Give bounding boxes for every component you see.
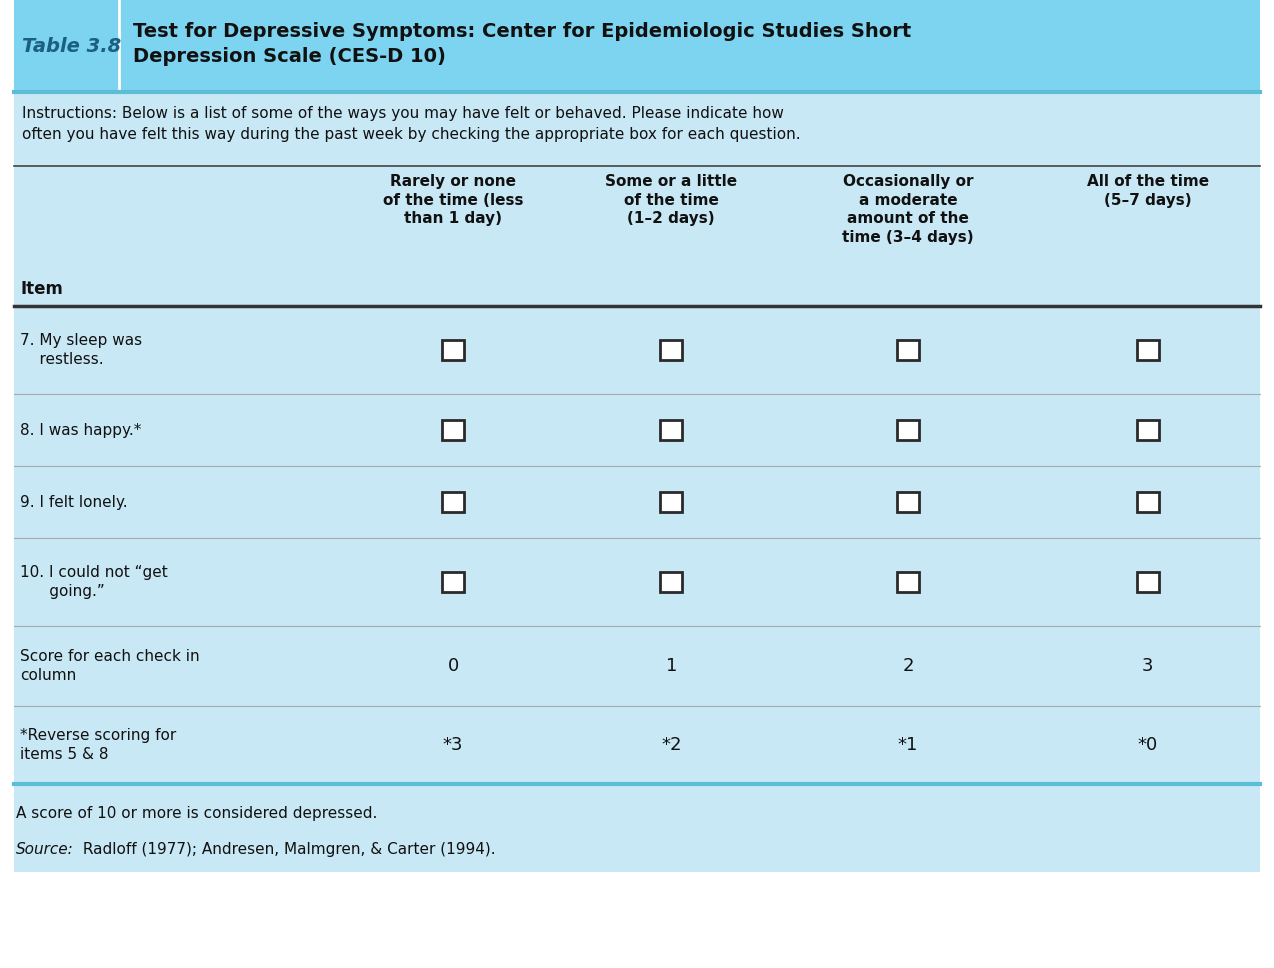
Text: Table 3.8: Table 3.8 <box>22 37 121 55</box>
Text: 9. I felt lonely.: 9. I felt lonely. <box>20 495 127 509</box>
Text: Item: Item <box>20 280 62 298</box>
Text: Score for each check in
column: Score for each check in column <box>20 649 200 683</box>
Bar <box>1136 340 1159 360</box>
Text: *0: *0 <box>1138 736 1158 754</box>
Text: Instructions: Below is a list of some of the ways you may have felt or behaved. : Instructions: Below is a list of some of… <box>22 106 800 142</box>
Text: 1: 1 <box>665 657 676 675</box>
Bar <box>897 572 919 592</box>
Text: Source:: Source: <box>17 842 74 857</box>
Text: *Reverse scoring for
items 5 & 8: *Reverse scoring for items 5 & 8 <box>20 728 176 763</box>
Text: 10. I could not “get
      going.”: 10. I could not “get going.” <box>20 564 168 599</box>
Bar <box>442 340 464 360</box>
Text: All of the time
(5–7 days): All of the time (5–7 days) <box>1087 174 1209 207</box>
Bar <box>442 420 464 440</box>
Bar <box>442 572 464 592</box>
Text: A score of 10 or more is considered depressed.: A score of 10 or more is considered depr… <box>17 806 377 821</box>
Text: 7. My sleep was
    restless.: 7. My sleep was restless. <box>20 333 143 368</box>
Bar <box>442 492 464 512</box>
Bar <box>660 340 683 360</box>
Bar <box>14 92 1260 872</box>
Text: 8. I was happy.*: 8. I was happy.* <box>20 422 141 438</box>
Text: 3: 3 <box>1142 657 1154 675</box>
Bar <box>1136 420 1159 440</box>
Bar <box>660 572 683 592</box>
Bar <box>1136 572 1159 592</box>
Text: *2: *2 <box>661 736 682 754</box>
Bar <box>897 340 919 360</box>
Text: Occasionally or
a moderate
amount of the
time (3–4 days): Occasionally or a moderate amount of the… <box>842 174 973 245</box>
Text: Some or a little
of the time
(1–2 days): Some or a little of the time (1–2 days) <box>605 174 738 227</box>
Bar <box>897 420 919 440</box>
Text: 0: 0 <box>447 657 459 675</box>
Bar <box>660 420 683 440</box>
Bar <box>897 492 919 512</box>
Text: 2: 2 <box>902 657 913 675</box>
Text: Rarely or none
of the time (less
than 1 day): Rarely or none of the time (less than 1 … <box>383 174 524 227</box>
Text: *3: *3 <box>443 736 464 754</box>
Bar <box>660 492 683 512</box>
Text: Test for Depressive Symptoms: Center for Epidemiologic Studies Short
Depression : Test for Depressive Symptoms: Center for… <box>132 22 911 66</box>
Bar <box>14 0 1260 92</box>
Bar <box>1136 492 1159 512</box>
Text: Radloff (1977); Andresen, Malmgren, & Carter (1994).: Radloff (1977); Andresen, Malmgren, & Ca… <box>78 842 496 857</box>
Text: *1: *1 <box>898 736 919 754</box>
